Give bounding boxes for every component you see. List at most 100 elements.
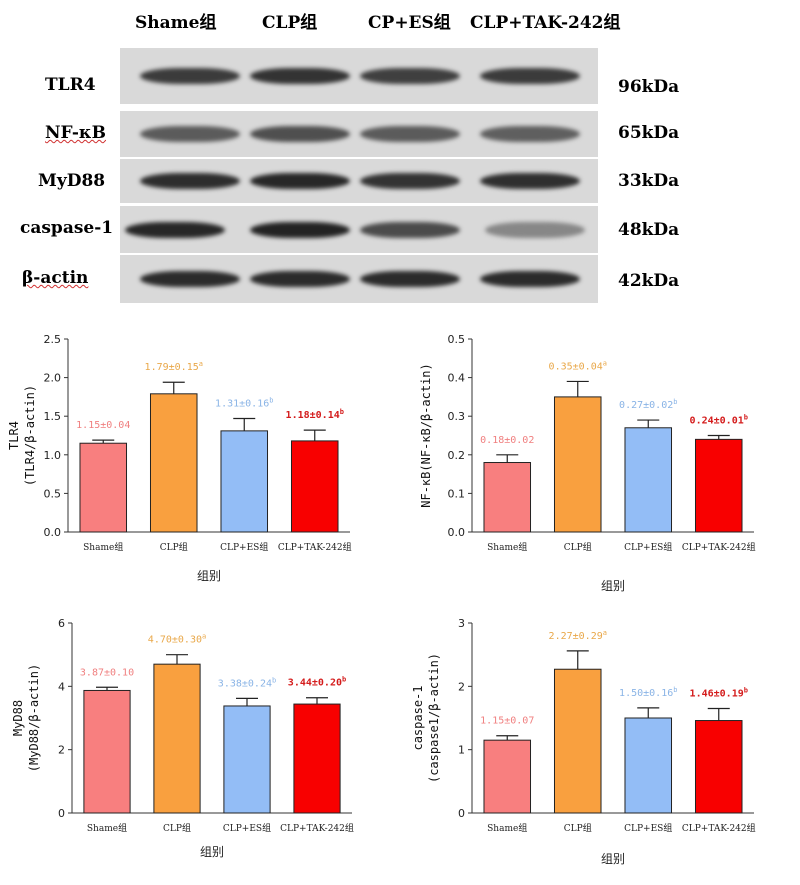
group-header-clp: CLP组 (262, 13, 318, 33)
bar (153, 663, 201, 814)
bar (694, 438, 743, 533)
protein-label-myd88: MyD88 (38, 171, 106, 191)
chart-nfkb: 0.0 0.1 0.2 0.3 0.4 0.5 0.18±0.02 Shame组 0.35±0.… (400, 325, 800, 605)
value-label-superscript: b (673, 398, 677, 406)
y-tick-label: 2.5 (44, 333, 62, 346)
bar (290, 440, 339, 533)
y-tick-label: 4 (58, 680, 65, 693)
protein-label-beta-actin: β-actin (22, 268, 89, 288)
y-tick-label: 0.5 (448, 333, 466, 346)
blot-band (480, 173, 580, 189)
value-label-superscript: b (673, 686, 677, 694)
value-label-superscript: b (342, 676, 346, 684)
blot-strip-3 (120, 206, 598, 253)
blot-strip-2 (120, 159, 598, 203)
y-tick-label: 0.0 (448, 526, 466, 539)
y-axis-label-units: (TLR4/β-actin) (23, 385, 37, 486)
blot-band (360, 271, 460, 287)
x-axis-label: 组别 (197, 569, 221, 583)
category-label: CLP组 (564, 541, 592, 553)
size-label-beta-actin: 42kDa (618, 271, 680, 291)
blot-band (250, 68, 350, 84)
protein-label-caspase1: caspase-1 (20, 218, 114, 238)
size-label-myd88: 33kDa (618, 171, 680, 191)
y-axis-label-units: (caspase1/β-actin) (427, 653, 441, 783)
bar (624, 427, 673, 533)
y-tick-label: 0 (458, 807, 465, 820)
group-header-clp-tak242: CLP+TAK-242组 (470, 13, 621, 33)
protein-label-nfkb: NF-κB (45, 123, 107, 143)
size-label-tlr4: 96kDa (618, 77, 680, 97)
y-axis-label: TLR4 (7, 421, 21, 450)
blot-band (140, 271, 240, 287)
bar (83, 689, 131, 814)
y-tick-label: 1.0 (44, 449, 62, 462)
chart-myd88: 0 2 4 6 3.87±0.10 Shame组 4.70±0.30a CLP组 3.38±0.… (0, 608, 400, 878)
blot-band (480, 271, 580, 287)
category-label: CLP+TAK-242组 (682, 541, 756, 553)
group-header-cp-es: CP+ES组 (368, 13, 451, 33)
value-label: 1.46±0.19b (690, 687, 748, 700)
value-label: 1.18±0.14b (286, 408, 344, 421)
category-label: CLP组 (160, 541, 188, 553)
protein-label-tlr4: TLR4 (45, 75, 96, 95)
value-label-superscript: a (199, 360, 203, 368)
blot-band (140, 173, 240, 189)
value-label-superscript: b (272, 676, 276, 684)
category-label: Shame组 (487, 822, 527, 834)
blot-band (360, 173, 460, 189)
y-tick-label: 2.0 (44, 372, 62, 385)
y-tick-label: 6 (58, 617, 65, 630)
y-tick-label: 0.5 (44, 487, 62, 500)
x-axis-label: 组别 (601, 852, 625, 866)
value-label-superscript: b (340, 408, 344, 416)
blot-band (480, 68, 580, 84)
value-label-superscript: a (603, 359, 607, 367)
category-label: CLP+TAK-242组 (682, 822, 756, 834)
y-tick-label: 0.0 (44, 526, 62, 539)
blot-strip-1 (120, 111, 598, 157)
blot-band (140, 68, 240, 84)
chart-caspase1: 0 1 2 3 1.15±0.07 Shame组 2.27±0.29a CLP组 1.50±0.… (400, 608, 800, 885)
category-label: CLP+TAK-242组 (278, 541, 352, 553)
bar (223, 705, 271, 814)
bar (149, 393, 198, 533)
y-tick-label: 1.5 (44, 410, 62, 423)
y-tick-label: 2 (58, 744, 65, 757)
category-label: CLP+ES组 (220, 541, 268, 553)
blot-band (360, 68, 460, 84)
y-tick-label: 0 (58, 807, 65, 820)
value-label: 2.27±0.29a (549, 629, 607, 642)
y-tick-label: 2 (458, 680, 465, 693)
y-tick-label: 3 (458, 617, 465, 630)
bar (293, 703, 341, 814)
bar (79, 442, 128, 533)
category-label: Shame组 (87, 822, 127, 834)
category-label: CLP+TAK-242组 (280, 822, 354, 834)
value-label: 1.15±0.07 (480, 716, 534, 727)
category-label: CLP组 (163, 822, 191, 834)
x-axis-label: 组别 (601, 579, 625, 593)
x-axis-label: 组别 (200, 845, 224, 859)
chart-tlr4: 0.0 0.5 1.0 1.5 2.0 2.5 1.15±0.04 Shame组 1.79±0.… (0, 325, 400, 595)
blot-band (250, 271, 350, 287)
blot-band (485, 221, 585, 238)
blot-band (480, 126, 580, 142)
blot-strip-0 (120, 48, 598, 104)
blot-band (125, 221, 225, 238)
group-header-sham: Shame组 (135, 13, 217, 33)
blot-strip-4 (120, 255, 598, 303)
value-label: 0.24±0.01b (690, 414, 748, 427)
category-label: Shame组 (83, 541, 123, 553)
blot-band (250, 173, 350, 189)
value-label-superscript: b (269, 397, 273, 405)
value-label: 1.79±0.15a (145, 360, 203, 373)
bar (483, 462, 532, 533)
value-label: 1.15±0.04 (76, 420, 130, 431)
y-axis-label: MyD88 (11, 700, 25, 736)
y-tick-label: 1 (458, 744, 465, 757)
blot-band (360, 126, 460, 142)
value-label: 0.27±0.02b (619, 398, 677, 411)
value-label-superscript: a (603, 629, 607, 637)
bar (624, 717, 673, 814)
